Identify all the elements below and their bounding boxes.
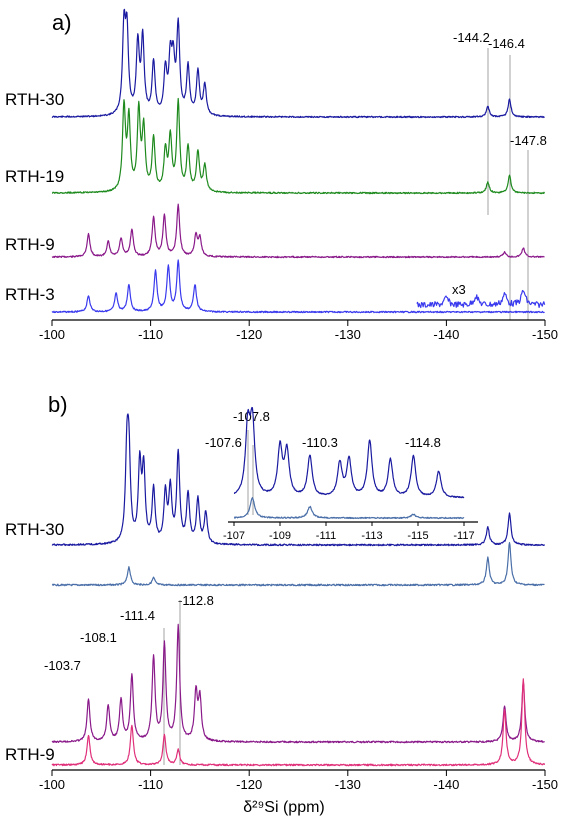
peak-label-b-111-4: -111.4 [120, 608, 155, 623]
label-rth9-b: RTH-9 [5, 745, 55, 764]
b-tick-label-1: -110 [138, 777, 163, 792]
label-rth30-a: RTH-30 [5, 90, 64, 109]
trace-a-0 [51, 8, 545, 119]
inset-peak-label-107-6: -107.6 [205, 435, 242, 450]
x3-label: x3 [452, 282, 466, 297]
trace-b-rth-30 [51, 413, 546, 547]
inset-peak-label-107-8: -107.8 [233, 409, 270, 424]
a-tick-label-4: -140 [433, 327, 459, 342]
trace-a-2 [51, 203, 545, 259]
panel-a-label: a) [52, 10, 72, 35]
trace-a-3-x3 [416, 289, 546, 309]
b-tick-label-4: -140 [433, 777, 459, 792]
trace-b-1 [51, 541, 545, 587]
inset-peak-label-110-3: -110.3 [302, 435, 338, 450]
a-tick-label-3: -130 [335, 327, 361, 342]
inset-tick-label-5: -117 [453, 530, 474, 542]
inset-tick-label-1: -109 [269, 530, 291, 542]
x-axis-title: δ²⁹Si (ppm) [243, 799, 325, 816]
inset-tick-label-2: -111 [316, 530, 336, 542]
trace-b-rth-9 [51, 623, 545, 744]
peak-label-b-108-1: -108.1 [80, 630, 117, 645]
panel-b: b) RTH-30 RTH-9 -103.7 -108.1 -111.4 -11… [5, 392, 558, 816]
inset-b: -107.8 -107.6 -110.3 -114.8 -107 -109 -111… [205, 406, 478, 542]
inset-tick-label-0: -107 [223, 530, 245, 542]
inset-tick-label-3: -113 [361, 530, 382, 542]
label-rth30-b: RTH-30 [5, 520, 64, 539]
a-tick-label-1: -110 [138, 327, 163, 342]
a-tick-label-5: -150 [532, 327, 558, 342]
inset-tick-label-4: -115 [407, 530, 428, 542]
label-rth3-a: RTH-3 [5, 285, 55, 304]
label-rth9-a: RTH-9 [5, 235, 55, 254]
b-tick-label-5: -150 [532, 777, 558, 792]
b-tick-label-3: -130 [335, 777, 361, 792]
peak-label-b-112-8: -112.8 [178, 593, 214, 608]
a-tick-label-2: -120 [236, 327, 262, 342]
a-tick-label-0: -100 [39, 327, 65, 342]
peak-label-a-147-8: -147.8 [510, 133, 547, 148]
peak-label-a-146-4: -146.4 [488, 36, 525, 51]
inset-peak-label-114-8: -114.8 [405, 435, 441, 450]
panel-a: a) RTH-30 RTH-19 RTH-9 RTH-3 -144.2 -146… [5, 8, 558, 342]
inset-trace-bottom [233, 497, 465, 520]
peak-label-b-103-7: -103.7 [44, 658, 81, 673]
trace-a-1 [51, 97, 546, 195]
b-tick-label-2: -120 [236, 777, 262, 792]
trace-b-3 [51, 678, 546, 767]
inset-trace-top [233, 406, 465, 499]
trace-a-3 [51, 259, 545, 314]
label-rth19-a: RTH-19 [5, 167, 64, 186]
peak-label-a-144-2: -144.2 [453, 30, 490, 45]
b-tick-label-0: -100 [39, 777, 65, 792]
panel-b-label: b) [48, 392, 68, 417]
